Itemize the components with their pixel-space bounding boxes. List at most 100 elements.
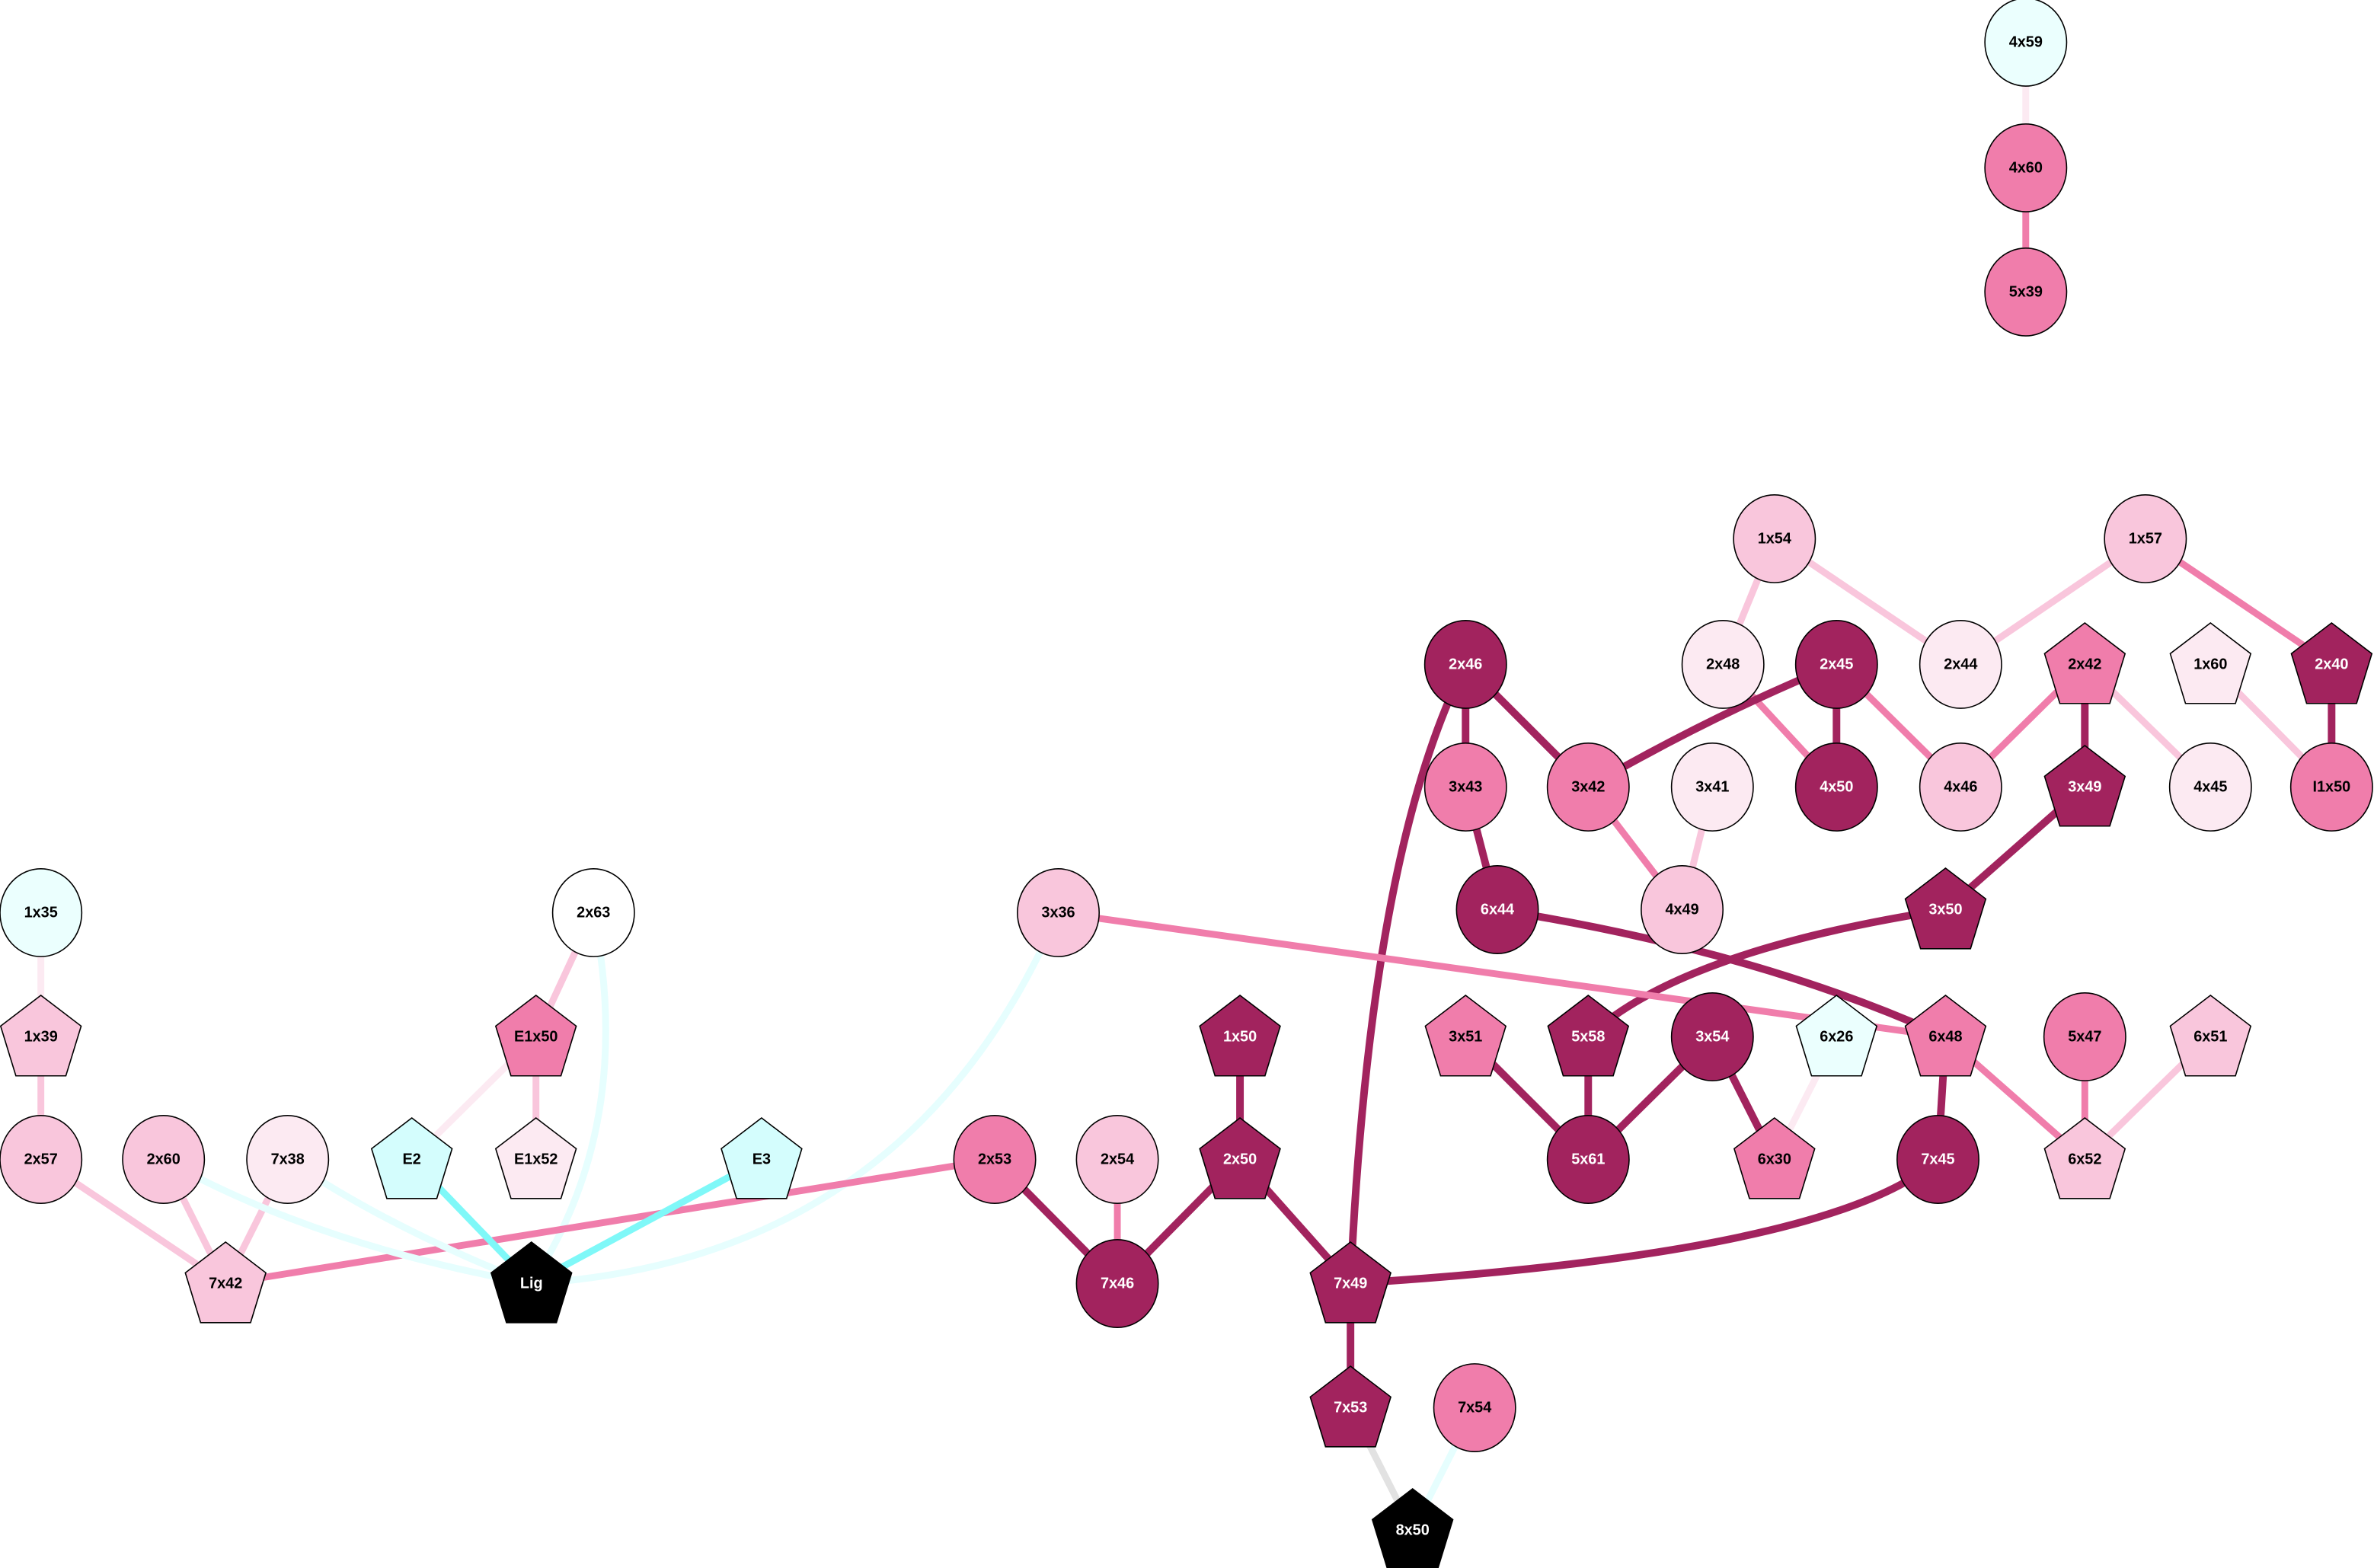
- node-6x26[interactable]: 6x26: [1795, 995, 1878, 1077]
- node-2x60[interactable]: 2x60: [122, 1115, 206, 1204]
- node-3x36[interactable]: 3x36: [1017, 868, 1100, 957]
- node-1x60[interactable]: 1x60: [2169, 621, 2252, 704]
- node-label: 5x61: [1571, 1151, 1605, 1167]
- node-E1x52[interactable]: E1x52: [494, 1117, 577, 1199]
- node-4x50[interactable]: 4x50: [1794, 742, 1878, 832]
- node-6x30[interactable]: 6x30: [1733, 1117, 1816, 1199]
- node-1x50[interactable]: 1x50: [1199, 995, 1281, 1077]
- node-Lig[interactable]: Lig: [490, 1241, 573, 1324]
- circle-node-shape: [1984, 123, 2068, 212]
- node-label: 5x47: [2068, 1028, 2101, 1045]
- node-5x39[interactable]: 5x39: [1984, 247, 2068, 337]
- circle-node-shape: [1455, 865, 1539, 954]
- node-7x49[interactable]: 7x49: [1309, 1241, 1391, 1324]
- node-6x51[interactable]: 6x51: [2169, 995, 2252, 1077]
- node-7x45[interactable]: 7x45: [1896, 1115, 1979, 1204]
- node-1x35[interactable]: 1x35: [0, 868, 83, 957]
- pentagon-node-shape: [1904, 867, 1987, 950]
- node-label: 3x42: [1571, 778, 1605, 795]
- node-1x54[interactable]: 1x54: [1733, 494, 1816, 583]
- circle-node-shape: [122, 1115, 206, 1204]
- node-2x53[interactable]: 2x53: [953, 1115, 1037, 1204]
- node-2x45[interactable]: 2x45: [1794, 620, 1878, 709]
- node-E1x50[interactable]: E1x50: [494, 995, 577, 1077]
- edge-2x46-7x49: [1347, 663, 1469, 1284]
- circle-node-shape: [1670, 992, 1754, 1081]
- node-7x38[interactable]: 7x38: [246, 1115, 330, 1204]
- node-2x46[interactable]: 2x46: [1423, 620, 1507, 709]
- node-label: 4x59: [2009, 34, 2043, 50]
- node-E3[interactable]: E3: [721, 1117, 803, 1199]
- node-label: 2x46: [1449, 656, 1482, 672]
- node-7x46[interactable]: 7x46: [1075, 1239, 1159, 1328]
- node-2x48[interactable]: 2x48: [1681, 620, 1765, 709]
- circle-node-shape: [1641, 865, 1724, 954]
- node-1x57[interactable]: 1x57: [2104, 494, 2187, 583]
- node-label: 6x44: [1481, 901, 1514, 918]
- node-3x41[interactable]: 3x41: [1670, 742, 1754, 832]
- node-label: 3x54: [1695, 1028, 1729, 1045]
- node-5x58[interactable]: 5x58: [1547, 995, 1630, 1077]
- node-I1x50[interactable]: I1x50: [2289, 742, 2373, 832]
- node-7x54[interactable]: 7x54: [1433, 1363, 1516, 1452]
- circle-node-shape: [1984, 0, 2068, 87]
- node-label: 2x54: [1101, 1151, 1134, 1167]
- node-2x50[interactable]: 2x50: [1199, 1117, 1281, 1199]
- node-3x42[interactable]: 3x42: [1546, 742, 1630, 832]
- node-2x54[interactable]: 2x54: [1075, 1115, 1159, 1204]
- node-8x50[interactable]: 8x50: [1371, 1488, 1454, 1568]
- node-1x39[interactable]: 1x39: [0, 995, 82, 1077]
- node-label: 2x60: [147, 1151, 181, 1167]
- pentagon-node-shape: [2290, 621, 2373, 704]
- circle-node-shape: [2104, 494, 2187, 583]
- circle-node-shape: [953, 1115, 1037, 1204]
- pentagon-node-shape: [721, 1117, 803, 1199]
- node-6x52[interactable]: 6x52: [2043, 1117, 2126, 1199]
- node-2x63[interactable]: 2x63: [551, 868, 635, 957]
- edge-2x53-7x42: [225, 1156, 995, 1287]
- node-7x53[interactable]: 7x53: [1309, 1365, 1391, 1448]
- node-5x61[interactable]: 5x61: [1546, 1115, 1630, 1204]
- node-4x49[interactable]: 4x49: [1641, 865, 1724, 954]
- node-2x40[interactable]: 2x40: [2290, 621, 2373, 704]
- circle-node-shape: [1433, 1363, 1516, 1452]
- node-2x44[interactable]: 2x44: [1919, 620, 2002, 709]
- node-label: 7x42: [209, 1276, 242, 1292]
- node-7x42[interactable]: 7x42: [184, 1241, 267, 1324]
- node-4x59[interactable]: 4x59: [1984, 0, 2068, 87]
- circle-node-shape: [1423, 620, 1507, 709]
- circle-node-shape: [246, 1115, 330, 1204]
- circle-node-shape: [1794, 742, 1878, 832]
- pentagon-node-shape: [1199, 995, 1281, 1077]
- node-3x51[interactable]: 3x51: [1424, 995, 1507, 1077]
- node-label: 6x26: [1820, 1028, 1853, 1045]
- node-label: 2x44: [1944, 656, 1977, 672]
- node-3x54[interactable]: 3x54: [1670, 992, 1754, 1081]
- pentagon-node-shape: [1547, 995, 1630, 1077]
- node-label: 1x39: [24, 1028, 58, 1045]
- node-label: 6x30: [1758, 1151, 1791, 1167]
- node-label: 3x49: [2068, 778, 2101, 795]
- node-3x50[interactable]: 3x50: [1904, 867, 1987, 950]
- pentagon-node-shape: [1424, 995, 1507, 1077]
- node-3x49[interactable]: 3x49: [2043, 745, 2126, 827]
- node-2x57[interactable]: 2x57: [0, 1115, 83, 1204]
- node-label: 1x57: [2129, 530, 2162, 547]
- node-4x60[interactable]: 4x60: [1984, 123, 2068, 212]
- node-label: 2x57: [24, 1151, 58, 1167]
- pentagon-node-shape: [1309, 1241, 1391, 1324]
- node-6x48[interactable]: 6x48: [1904, 995, 1987, 1077]
- node-3x43[interactable]: 3x43: [1423, 742, 1507, 832]
- edge-3x36-Lig: [531, 911, 1062, 1287]
- node-4x45[interactable]: 4x45: [2168, 742, 2252, 832]
- node-label: 7x53: [1334, 1400, 1367, 1416]
- node-5x47[interactable]: 5x47: [2043, 992, 2126, 1081]
- node-label: 2x42: [2068, 656, 2101, 672]
- node-label: 4x49: [1665, 901, 1698, 918]
- node-4x46[interactable]: 4x46: [1919, 742, 2002, 832]
- node-2x42[interactable]: 2x42: [2043, 621, 2126, 704]
- node-E2[interactable]: E2: [370, 1117, 453, 1199]
- node-label: 7x45: [1921, 1151, 1954, 1167]
- node-6x44[interactable]: 6x44: [1455, 865, 1539, 954]
